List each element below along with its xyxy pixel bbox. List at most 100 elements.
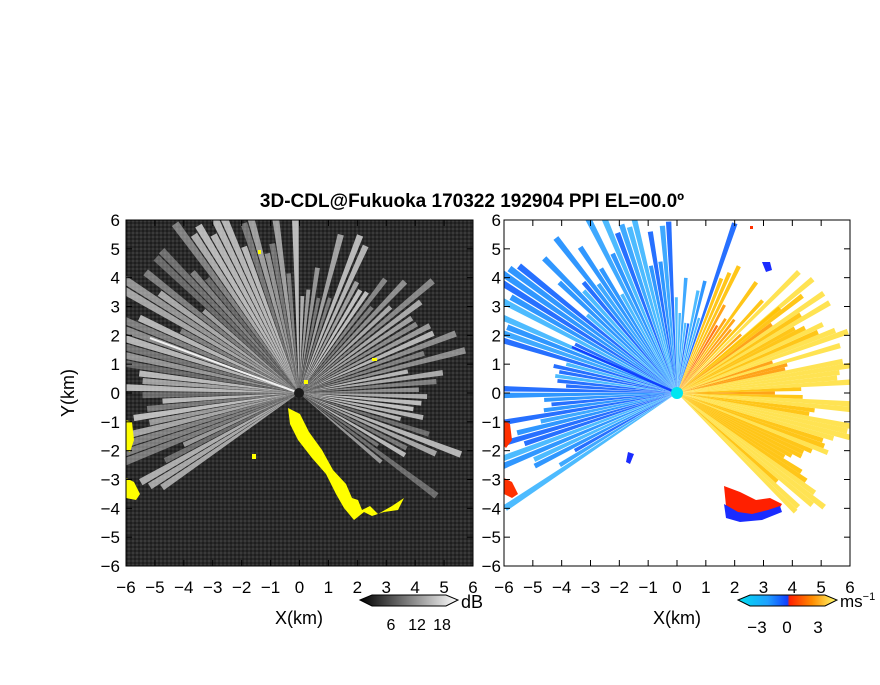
reflectivity-beam — [126, 393, 299, 466]
right-xtick-label: 2 — [730, 578, 739, 597]
reflectivity-beam — [299, 321, 419, 393]
right-ytick-label: −5 — [482, 528, 501, 547]
colorbar-reflectivity: dB 6 12 18 — [358, 592, 483, 634]
velocity-beam — [677, 393, 813, 454]
velocity-beam — [553, 363, 677, 393]
left-ytick-label: −6 — [101, 557, 120, 576]
velocity-beam — [582, 289, 677, 393]
velocity-beam — [677, 322, 824, 393]
reflectivity-beam — [126, 343, 299, 393]
reflectivity-beam — [299, 290, 369, 393]
velocity-beam — [677, 393, 848, 434]
right-xtick-label: 3 — [759, 578, 768, 597]
right-xtick-label: 4 — [788, 578, 797, 597]
velocity-beam — [677, 327, 837, 393]
right-xtick-label: −2 — [610, 578, 629, 597]
right-xtick-label: 5 — [816, 578, 825, 597]
velocity-beam — [677, 391, 775, 395]
reflectivity-beam — [299, 347, 466, 393]
reflectivity-beam — [299, 233, 344, 393]
colorbar-vel-unit: ms−1 — [840, 591, 875, 611]
left-ytick-label: 2 — [111, 326, 120, 345]
left-ytick-label: 0 — [111, 384, 120, 403]
velocity-beam — [677, 379, 850, 393]
velocity-beam — [677, 393, 850, 429]
velocity-beam — [523, 393, 677, 447]
reflectivity-beam — [204, 276, 299, 393]
velocity-beam — [504, 393, 677, 462]
velocity-beam — [558, 369, 677, 393]
reflectivity-beam — [148, 393, 299, 426]
reflectivity-beam — [292, 220, 299, 393]
velocity-beam — [573, 393, 677, 453]
reflectivity-beam — [299, 299, 423, 393]
velocity-beam — [504, 393, 677, 511]
reflectivity-beam — [299, 244, 369, 393]
velocity-beam — [618, 223, 677, 393]
velocity-beam — [516, 393, 677, 436]
velocity-beam — [614, 231, 677, 393]
velocity-beam — [677, 325, 806, 393]
reflectivity-beam — [299, 278, 435, 393]
velocity-beam — [677, 271, 732, 393]
velocity-beam — [665, 221, 677, 393]
left-ytick-label: 6 — [111, 211, 120, 230]
velocity-beam — [677, 291, 826, 393]
velocity-beam — [677, 393, 805, 455]
right-xtick-label: 6 — [845, 578, 854, 597]
velocity-beam — [677, 393, 826, 449]
velocity-beam — [677, 362, 850, 393]
velocity-beam — [677, 277, 724, 393]
reflectivity-beam — [133, 393, 299, 422]
velocity-beam — [677, 393, 814, 507]
velocity-beam — [677, 280, 707, 393]
reflectivity-beam — [299, 323, 432, 393]
velocity-beam — [677, 393, 824, 443]
velocity-beam — [544, 393, 677, 403]
reflectivity-beam — [179, 328, 299, 393]
velocity-beam — [677, 324, 719, 393]
velocity-beam — [504, 393, 677, 426]
velocity-beam — [677, 358, 844, 393]
velocity-beam — [677, 343, 841, 393]
left-ylabel: Y(km) — [58, 369, 78, 417]
velocity-beam — [504, 386, 677, 393]
reflectivity-beam — [163, 393, 299, 464]
left-xtick-label: 5 — [439, 578, 448, 597]
reflectivity-beam — [299, 289, 311, 393]
reflectivity-beam — [299, 305, 374, 393]
velocity-beam — [565, 362, 677, 393]
velocity-beam — [557, 280, 677, 393]
reflectivity-beam — [171, 221, 299, 393]
reflectivity-beam — [126, 352, 299, 393]
chart-title: 3D-CDL@Fukuoka 170322 192904 PPI EL=00.0… — [260, 191, 684, 212]
reflectivity-beam — [157, 290, 299, 393]
velocity-beam — [596, 282, 677, 393]
left-ytick-label: −2 — [101, 442, 120, 461]
right-ytick-label: 4 — [492, 269, 501, 288]
velocity-beam — [677, 317, 701, 393]
velocity-beam — [517, 263, 677, 393]
velocity-beam — [506, 324, 677, 393]
reflectivity-beam — [142, 392, 299, 399]
reflectivity-beam — [299, 330, 435, 393]
left-xtick-label: 0 — [295, 578, 304, 597]
velocity-beam — [677, 299, 765, 393]
reflectivity-beam — [286, 273, 299, 393]
velocity-beam — [677, 393, 850, 407]
reflectivity-beam — [264, 252, 299, 393]
reflectivity-beam — [241, 245, 299, 393]
reflectivity-beam — [299, 296, 305, 393]
velocity-beam — [677, 387, 802, 393]
right-ytick-label: 0 — [492, 384, 501, 403]
velocity-beam — [554, 373, 677, 393]
right-ytick-label: −6 — [482, 557, 501, 576]
right-xtick-label: −5 — [523, 578, 542, 597]
reflectivity-beam — [299, 393, 463, 458]
velocity-beam — [677, 393, 793, 458]
right-xtick-label: −3 — [581, 578, 600, 597]
colorbar-vel-unit-exponent: −1 — [863, 591, 876, 603]
reflectivity-beam — [126, 393, 299, 440]
reflectivity-beam — [240, 222, 299, 393]
